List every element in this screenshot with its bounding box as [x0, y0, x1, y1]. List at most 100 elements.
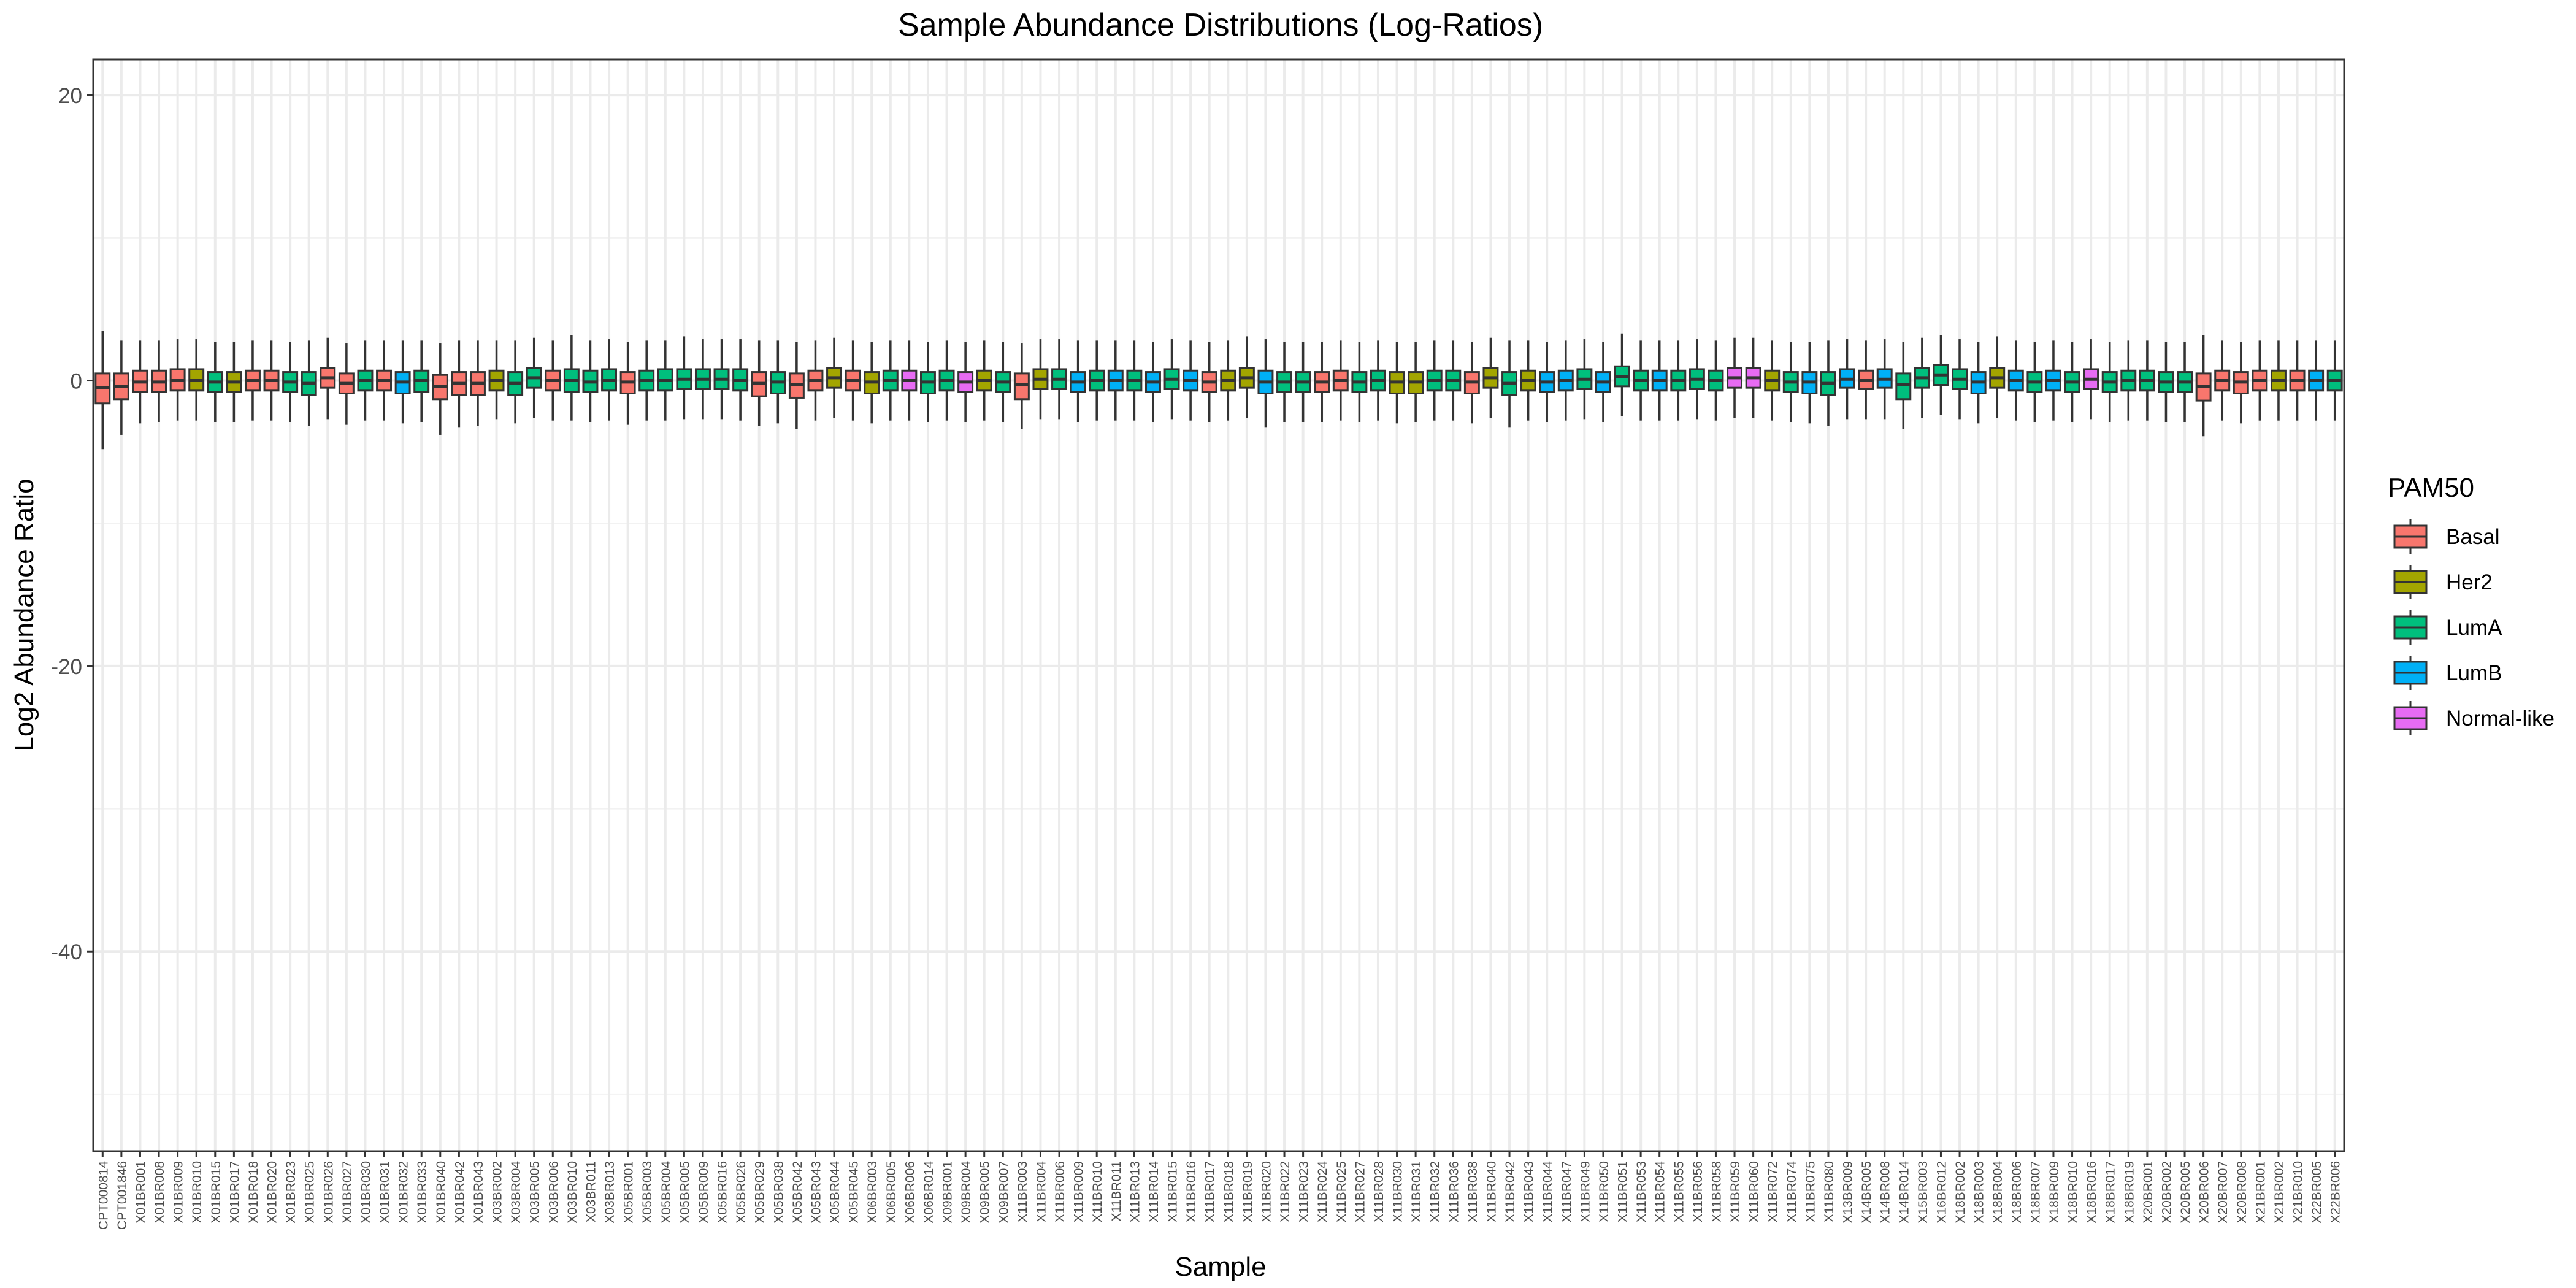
box-X01BR015: [207, 342, 223, 423]
x-tick-label: X11BR056: [1691, 1161, 1705, 1222]
x-tick-label: X11BR080: [1822, 1161, 1836, 1222]
x-tick-label: X11BR019: [1241, 1161, 1255, 1222]
box-X11BR060: [1745, 337, 1761, 418]
legend-label: Normal-like: [2446, 707, 2555, 730]
y-tick-label: 20: [58, 84, 82, 108]
x-tick-label: X20BR002: [2160, 1161, 2174, 1224]
box-X01BR032: [394, 340, 411, 424]
x-tick-label: X21BR002: [2272, 1161, 2287, 1224]
x-tick-label: X09BR001: [941, 1161, 955, 1224]
box-X18BR007: [2026, 342, 2043, 423]
x-tick-label: X16BR012: [1934, 1161, 1949, 1224]
x-tick-label: X11BR051: [1616, 1161, 1630, 1222]
box-X11BR027: [1351, 342, 1368, 423]
box-X16BR012: [1933, 335, 1949, 415]
x-tick-label: X14BR005: [1860, 1161, 1874, 1224]
x-tick-label: X11BR049: [1578, 1161, 1592, 1222]
box-X01BR017: [226, 342, 242, 423]
box-X01BR026: [320, 337, 336, 420]
box-X01BR030: [357, 340, 374, 421]
x-tick-label: X11BR058: [1709, 1161, 1723, 1222]
x-tick-label: X11BR050: [1597, 1161, 1611, 1222]
x-tick-label: X03BR011: [584, 1161, 598, 1222]
x-tick-label: X11BR075: [1803, 1161, 1817, 1222]
x-tick-label: X01BR033: [415, 1161, 429, 1224]
x-tick-label: X05BR004: [659, 1161, 673, 1224]
x-tick-label: X11BR025: [1335, 1161, 1349, 1222]
legend-item-luma: LumA: [2393, 610, 2502, 645]
x-tick-label: X01BR023: [284, 1161, 298, 1224]
box-X21BR010: [2289, 340, 2306, 421]
box-X11BR047: [1557, 340, 1574, 421]
chart-title: Sample Abundance Distributions (Log-Rati…: [898, 7, 1543, 43]
x-tick-label: X03BR006: [546, 1161, 561, 1224]
x-tick-label: X01BR008: [153, 1161, 167, 1224]
box-X11BR072: [1764, 340, 1781, 421]
box-X21BR002: [2270, 340, 2287, 421]
box-X01BR025: [301, 340, 317, 426]
box-X11BR075: [1801, 342, 1818, 424]
x-tick-label: X22BR005: [2310, 1161, 2324, 1224]
box-X01BR018: [244, 340, 261, 421]
x-tick-label: X18BR010: [2066, 1161, 2080, 1224]
box-X11BR022: [1276, 342, 1293, 423]
box-X11BR010: [1089, 340, 1105, 421]
x-tick-label: X11BR004: [1034, 1161, 1048, 1222]
box-X01BR042: [451, 340, 467, 428]
x-tick-label: X18BR007: [2028, 1161, 2042, 1224]
box-X05BR003: [638, 340, 655, 421]
x-tick-label: X18BR004: [1991, 1161, 2005, 1224]
box-X11BR050: [1595, 342, 1611, 423]
x-tick-label: X11BR010: [1091, 1161, 1105, 1222]
box-X03BR002: [488, 340, 505, 420]
x-tick-label: CPT001846: [115, 1161, 129, 1230]
box-X11BR055: [1670, 340, 1687, 421]
box-X01BR010: [188, 339, 205, 421]
x-tick-label: X05BR026: [734, 1161, 748, 1224]
x-tick-label: X01BR010: [190, 1161, 204, 1224]
x-tick-label: X09BR005: [978, 1161, 992, 1224]
plot-panel: [92, 58, 2345, 1152]
x-tick-label: X05BR009: [697, 1161, 711, 1224]
x-tick-label: X11BR072: [1766, 1161, 1780, 1222]
x-tick-label: X05BR003: [640, 1161, 654, 1224]
box-X11BR013: [1126, 340, 1143, 421]
box-X11BR031: [1408, 342, 1424, 423]
box-X11BR043: [1520, 340, 1536, 421]
box-X18BR002: [1952, 339, 1968, 420]
box-X11BR042: [1501, 340, 1518, 428]
box-X15BR003: [1914, 337, 1930, 418]
x-tick-label: X11BR016: [1184, 1161, 1198, 1222]
box-X20BR007: [2214, 340, 2231, 421]
plot-border: [92, 58, 2345, 1152]
box-X05BR009: [694, 339, 711, 420]
box-X18BR010: [2064, 342, 2080, 423]
box-X11BR038: [1463, 342, 1480, 424]
box-X06BR014: [919, 342, 936, 423]
x-tick-label: X01BR009: [172, 1161, 186, 1224]
legend-item-lumb: LumB: [2393, 656, 2502, 690]
box-X01BR040: [432, 343, 448, 435]
box-X11BR040: [1482, 337, 1499, 418]
x-tick-label: X22BR006: [2329, 1161, 2343, 1224]
x-tick-label: X21BR001: [2253, 1161, 2267, 1224]
x-tick-label: X01BR020: [266, 1161, 280, 1224]
box-X11BR053: [1633, 340, 1649, 421]
box-X11BR019: [1238, 336, 1255, 418]
box-X11BR054: [1651, 340, 1668, 421]
box-X06BR006: [901, 340, 918, 421]
box-CPT001846: [113, 340, 129, 435]
x-tick-label: X01BR042: [453, 1161, 467, 1224]
box-X14BR008: [1876, 339, 1893, 420]
plot-background: [93, 59, 2344, 1151]
legend-label: Basal: [2446, 525, 2500, 549]
x-tick-label: X14BR008: [1879, 1161, 1893, 1224]
box-X11BR051: [1614, 333, 1630, 416]
box-X05BR045: [845, 340, 861, 421]
x-tick-label: X05BR044: [828, 1161, 842, 1224]
box-X05BR029: [751, 340, 767, 426]
box-X11BR024: [1314, 342, 1330, 423]
x-tick-label: X11BR011: [1110, 1161, 1124, 1221]
box-X09BR004: [957, 342, 974, 423]
